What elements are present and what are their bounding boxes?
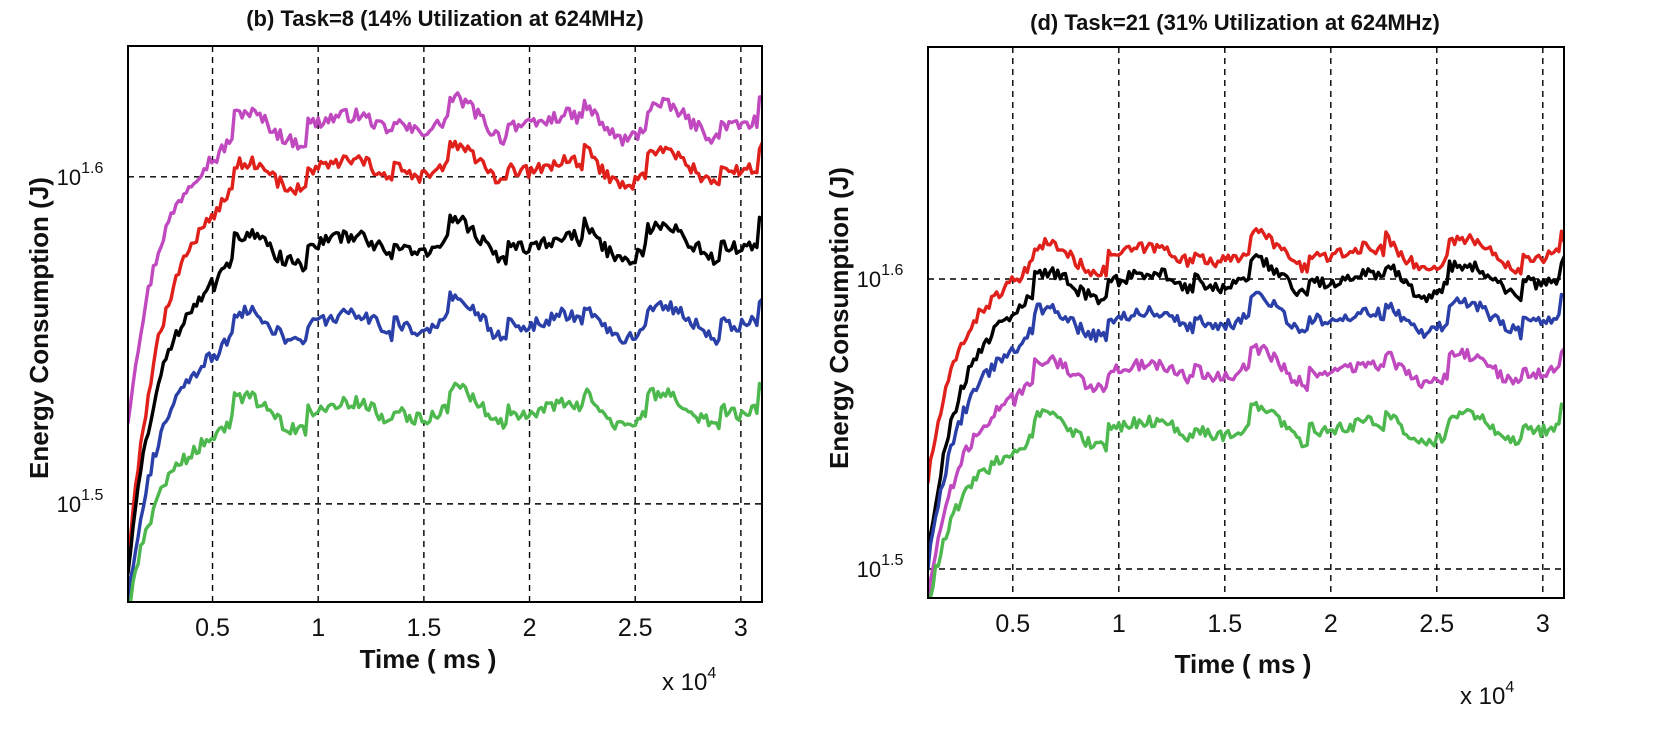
series-line-blue [928,290,1564,571]
y-tick-label: 101.5 [857,552,904,582]
series-line-green [928,400,1564,598]
y-tick-label: 101.6 [857,262,904,292]
panel-d: (d) Task=21 (31% Utilization at 624MHz) … [824,10,1565,710]
series-line-magenta [928,343,1564,598]
x-axis-label: Time ( ms ) [1175,649,1312,679]
y-axis-label: Energy Consumption (J) [24,177,54,479]
x-axis-label: Time ( ms ) [360,644,497,674]
x-tick-label: 2 [1324,610,1338,638]
series-line-black [128,213,762,575]
x-multiplier: x 104 [1460,679,1514,710]
x-tick-label: 3 [734,614,748,642]
series-line-blue [128,290,762,602]
series-layer [928,227,1564,598]
x-tick-label: 2 [523,614,537,642]
x-tick-label: 1 [311,614,325,642]
y-tick-label: 101.5 [57,487,104,517]
series-line-red [128,139,762,572]
y-axis-label: Energy Consumption (J) [824,167,854,469]
x-tick-label: 1.5 [406,614,441,642]
x-tick-label: 2.5 [618,614,653,642]
chart-title: (b) Task=8 (14% Utilization at 624MHz) [246,6,644,31]
x-multiplier: x 104 [662,665,716,696]
series-line-magenta [128,91,762,425]
x-tick-label: 0.5 [195,614,230,642]
series-line-black [928,253,1564,557]
x-tick-label: 0.5 [995,610,1030,638]
gridlines [928,47,1564,598]
panel-b: (b) Task=8 (14% Utilization at 624MHz) 0… [24,6,763,696]
plot-frame [127,45,763,603]
series-line-red [928,227,1564,485]
x-tick-label: 2.5 [1419,610,1454,638]
x-tick-label: 3 [1536,610,1550,638]
y-tick-label: 101.6 [57,160,104,190]
y-tick-labels: 101.5 101.6 [857,262,904,582]
series-layer [128,91,762,602]
gridlines [128,46,762,602]
plot-frame [927,46,1565,599]
x-tick-labels: 0.5 1 1.5 2 2.5 3 [995,610,1549,638]
x-tick-labels: 0.5 1 1.5 2 2.5 3 [195,614,748,642]
x-tick-label: 1.5 [1207,610,1242,638]
series-line-green [128,381,762,602]
x-tick-label: 1 [1112,610,1126,638]
y-tick-labels: 101.5 101.6 [57,160,104,517]
chart-title: (d) Task=21 (31% Utilization at 624MHz) [1030,10,1440,35]
